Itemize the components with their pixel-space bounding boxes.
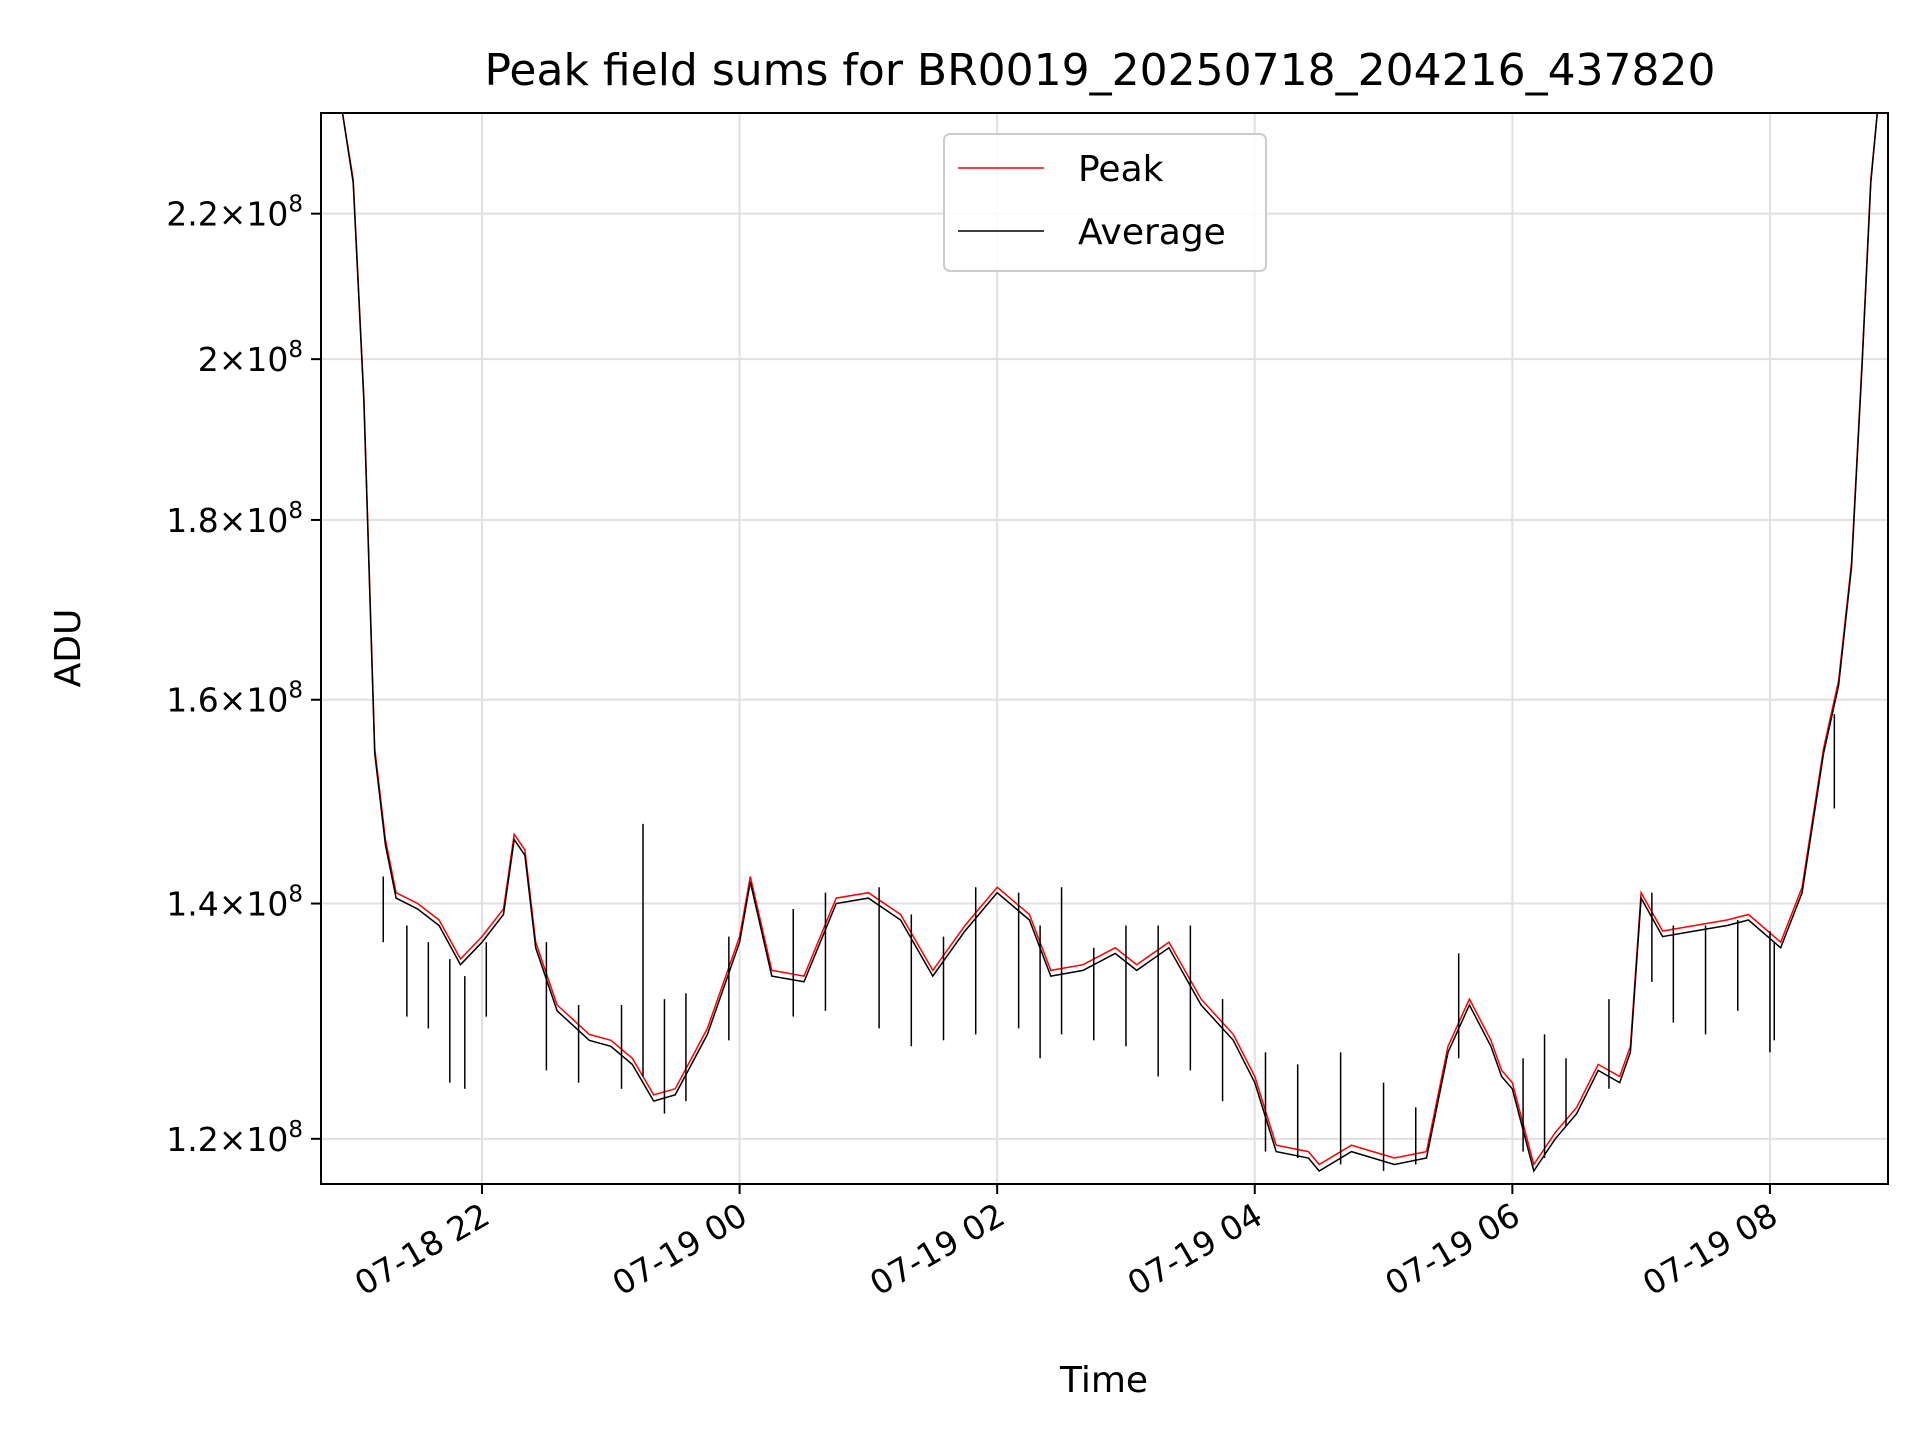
y-tick-label: 2.2×108 (166, 192, 303, 234)
y-tick-label: 1.4×108 (166, 882, 303, 924)
series-layer (321, 113, 1888, 1173)
chart-title: Peak field sums for BR0019_20250718_2042… (484, 45, 1715, 96)
series-line-average (321, 113, 1888, 1173)
series-line-peak (321, 113, 1888, 1167)
plot-frame (320, 112, 1889, 1185)
y-tick-label: 2×108 (198, 337, 303, 379)
y-axis: 1.2×108 1.4×108 1.6×108 1.8×108 2×108 2.2×108 (166, 192, 321, 1159)
legend: Peak Average (943, 133, 1267, 272)
y-tick-label: 1.8×108 (166, 498, 303, 540)
y-tick-label: 1.6×108 (166, 678, 303, 720)
x-axis-label: Time (1059, 1360, 1148, 1401)
grid (321, 113, 1888, 1184)
y-tick-label: 1.2×108 (166, 1117, 303, 1159)
legend-label-peak: Peak (1078, 149, 1164, 190)
y-axis-label: ADU (48, 609, 89, 688)
legend-label-average: Average (1078, 212, 1226, 253)
